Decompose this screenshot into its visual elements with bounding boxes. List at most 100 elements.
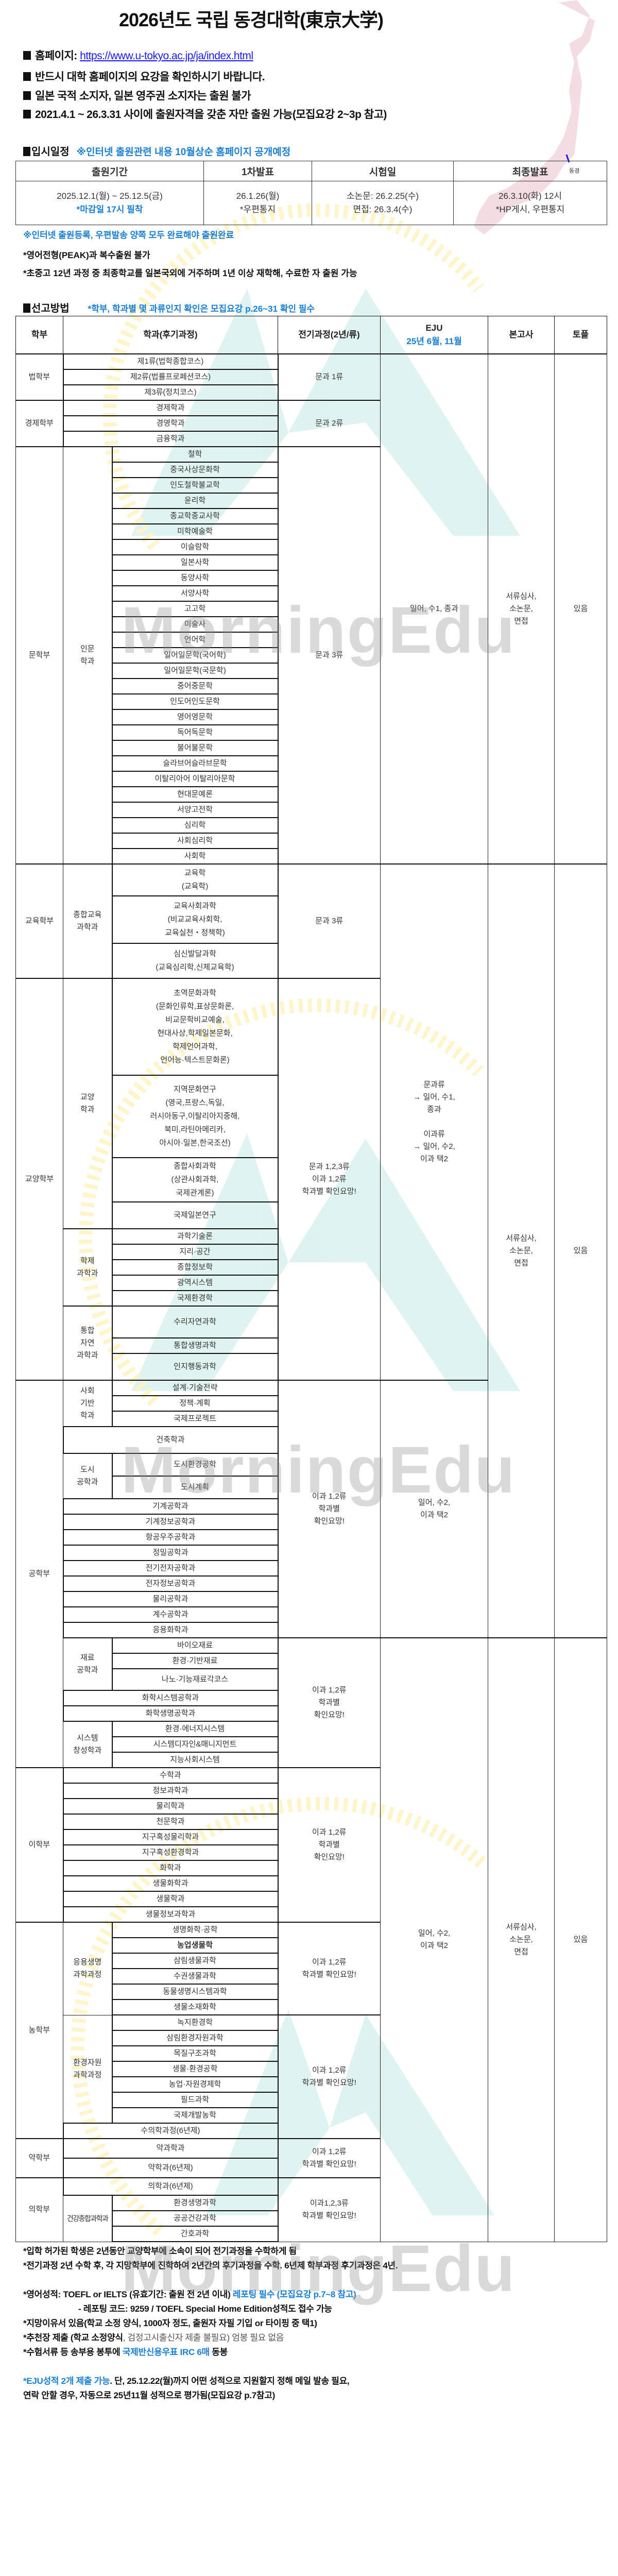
- schedule-row: 2025.12.1(월) ~ 25.12.5(금) *마감일 17시 필착 26.…: [15, 181, 607, 225]
- dept-cell: 지리·공간: [111, 1244, 279, 1260]
- dept-cell: 화학생명공학과: [62, 1705, 279, 1722]
- dept-cell: 미학예술학: [111, 523, 279, 540]
- dept-cell: 인지행동과학: [111, 1353, 279, 1381]
- table-row: 광역시스템: [16, 1275, 607, 1291]
- toefl-cell: 있음: [554, 353, 608, 865]
- faculty-arts-sciences: 교양학부: [15, 978, 63, 1381]
- table-row: 의학부 의학과(6년제) 이과1,2,3류 학과별 확인요망!: [15, 2177, 607, 2242]
- schedule-col-header: 1차발표: [203, 161, 312, 181]
- bullet-item: 반드시 대학 홈페이지의 요강을 확인하시기 바랍니다.: [23, 69, 265, 84]
- table-row: 금융학과: [16, 431, 607, 447]
- dept-cell: 기계공학과: [62, 1498, 279, 1515]
- dept-cell: 현대문예론: [111, 786, 279, 803]
- dept-cell: 지구혹성환경학과: [62, 1844, 279, 1861]
- dept-cell: 국제일본연구: [111, 1201, 279, 1229]
- selection-header-row: 학부 학과(후기과정) 전기과정(2년/류) EJU 25년 6월, 11월 본고…: [15, 316, 608, 354]
- dept-cell: 나노·기능재료각코스: [111, 1668, 279, 1691]
- table-row: 화학과: [16, 1860, 607, 1876]
- table-row: 약학과(6년제): [16, 2158, 607, 2178]
- course-cell: 인문 학과: [63, 446, 112, 865]
- table-row: 인지행동과학: [16, 1353, 607, 1381]
- table-row: 현대문예론: [16, 786, 607, 803]
- irc-text: *수험서류 등 송부용 봉투에: [23, 2347, 123, 2357]
- table-row: 항공우주공학과: [16, 1529, 607, 1546]
- course-cell: 통합 자연 과학과: [63, 1306, 112, 1381]
- dept-cell: 응용화학과: [62, 1622, 279, 1638]
- selection-heading: 선고방법 *학부, 학과별 몇 과류인지 확인은 모집요강 p.26~31 확인 …: [23, 300, 315, 315]
- table-row: 교양학부 교양 학과 초역문화과학 (문화인류학,표상문화론, 비교문학비교예술…: [15, 978, 607, 1381]
- homepage-link[interactable]: https://www.u-tokyo.ac.jp/ja/index.html: [80, 50, 253, 62]
- table-row: 약학부 약과학과 이과 1,2류 학과별 확인요망!: [15, 2138, 607, 2178]
- early-course-header: 전기과정(2년/류): [278, 316, 381, 354]
- table-row: 이학부 수학과 이과 1,2류 학과별 확인요망!: [15, 1767, 607, 1923]
- essay-date: 소논문: 26.2.25(수): [346, 191, 419, 201]
- interview-date: 면접: 26.3.4(수): [353, 205, 413, 214]
- table-row: 제2류(법률프로페션코스): [16, 369, 607, 385]
- faculty-medicine: 의학부: [15, 2177, 63, 2242]
- exam-date-cell: 소논문: 26.2.25(수) 면접: 26.3.4(수): [312, 181, 454, 225]
- footnote: *전기과정 2년 수학 후, 각 지망학부에 진학하여 2년간의 후기과정을 수…: [23, 2261, 398, 2270]
- exam-cell: 서류심사, 소논문, 면접: [488, 863, 555, 1638]
- toefl-cell: 있음: [554, 863, 608, 1638]
- square-bullet-icon: [23, 303, 30, 313]
- table-row: 재료 공학과 바이오재료 이과 1,2류 학과별 확인요망! 일어, 수2, 이…: [16, 1637, 608, 2242]
- table-row: 윤리학: [16, 493, 607, 509]
- bullet-text: 반드시 대학 홈페이지의 요강을 확인하시기 바랍니다.: [35, 71, 265, 83]
- dept-cell: 녹지환경학: [111, 2014, 279, 2031]
- schedule-note-1: ※인터넷 출원등록, 우편발송 양쪽 모두 완료해야 출원완료: [23, 230, 234, 240]
- table-row: 나노·기능재료각코스: [16, 1668, 607, 1691]
- english-score-text: *영어성적: TOEFL or IELTS (유효기간: 출원 전 2년 이내): [23, 2290, 233, 2299]
- eju-subjects-cell: 일어, 수2, 이과 택2: [380, 1637, 489, 2242]
- table-row: 정밀공학과: [16, 1545, 607, 1561]
- dept-cell: 화학시스템공학과: [62, 1690, 279, 1706]
- bullet-text: 2021.4.1 ~ 26.3.31 사이에 출원자격을 갖춘 자만 출원 가능…: [35, 109, 387, 121]
- recommendation-text: *추천장 제출 (학교 소정양식: [23, 2333, 123, 2343]
- dept-cell: 중국사상문화학: [111, 462, 279, 478]
- dept-cell: 공공건강과학: [111, 2210, 279, 2227]
- recommendation-note: *추천장 제출 (학교 소정양식, 검정고시출신자 제출 불필요) 엄봉 필요 …: [23, 2331, 607, 2345]
- dept-cell: 농업·자원경제학: [111, 2076, 279, 2093]
- table-row: 일어일문학(국어학): [16, 647, 607, 664]
- early-course-cell: 문과 2류: [278, 400, 381, 447]
- dept-cell: 생물학과: [62, 1891, 279, 1907]
- dept-cell: 통합생명과학: [111, 1337, 279, 1354]
- selection-heading-text: 선고방법: [31, 303, 70, 314]
- dept-cell: 국제개발농학: [111, 2107, 279, 2124]
- selection-note: *학부, 학과별 몇 과류인지 확인은 모집요강 p.26~31 확인 필수: [88, 304, 315, 314]
- dept-cell: 심리학: [111, 817, 279, 834]
- dept-cell: 삼림생물과학: [111, 1953, 279, 1969]
- table-row: 화학시스템공학과: [16, 1690, 607, 1706]
- square-bullet-icon: [23, 91, 31, 100]
- footnotes: *입학 허가된 학생은 2년동안 교양학부에 소속이 되어 전기과정을 수학하게…: [15, 2242, 607, 2403]
- dept-cell: 바이오재료: [111, 1637, 279, 1654]
- faculty-header: 학부: [15, 316, 63, 354]
- dept-cell: 일어일문학(국어학): [111, 647, 279, 664]
- table-row: 건강종합과학과 환경생명과학: [16, 2195, 607, 2242]
- table-row: 기계공학과: [16, 1498, 607, 1515]
- homepage-line: 홈페이지: https://www.u-tokyo.ac.jp/ja/index…: [23, 47, 253, 63]
- dept-cell: 이탈리아어 이탈리아문학: [111, 771, 279, 787]
- table-row: 국제일본연구: [16, 1201, 607, 1229]
- dept-cell: 생물정보과학과: [62, 1906, 279, 1923]
- dept-cell: 종교학종교사학: [111, 508, 279, 524]
- table-row: 천문학과: [16, 1814, 607, 1830]
- table-row: 인도철학불교학: [16, 477, 607, 494]
- dept-cell: 시스템디자인&매니지먼트: [111, 1736, 279, 1753]
- final-announcement-cell: 26.3.10(화) 12시 *HP게시, 우편통지: [453, 181, 607, 225]
- table-row: 심리학: [16, 817, 607, 834]
- dept-cell: 정보과학과: [62, 1783, 279, 1799]
- course-cell: 응용생명 과학과정: [63, 1922, 112, 2015]
- deadline-note: *마감일 17시 필착: [76, 205, 143, 214]
- course-cell: 도시 공학과: [63, 1453, 112, 1499]
- faculty-law: 법학부: [15, 353, 63, 401]
- dept-cell: 환경·에너지시스템: [111, 1721, 279, 1737]
- eju-score-text: . 단, 25.12.22(월)까지 어떤 성적으로 지원할지 정해 메일 발송…: [110, 2376, 350, 2386]
- eju-subjects-cell: 일어, 수2, 이과 택2: [380, 1380, 489, 1638]
- bullet-text: 일본 국적 소지자, 일본 영주권 소지자는 출원 불가: [35, 90, 251, 102]
- table-row: 삼림생물과학: [16, 1953, 607, 1969]
- early-course-cell: 문과 1류: [278, 353, 381, 401]
- table-row: 지역문화연구 (영국,프랑스,독일, 러시아동구,이탈리아지중해, 북미,라틴아…: [16, 1075, 607, 1158]
- dept-cell: 금융학과: [62, 431, 279, 447]
- homepage-label: 홈페이지:: [35, 50, 80, 62]
- schedule-col-header: 최종발표: [453, 161, 607, 181]
